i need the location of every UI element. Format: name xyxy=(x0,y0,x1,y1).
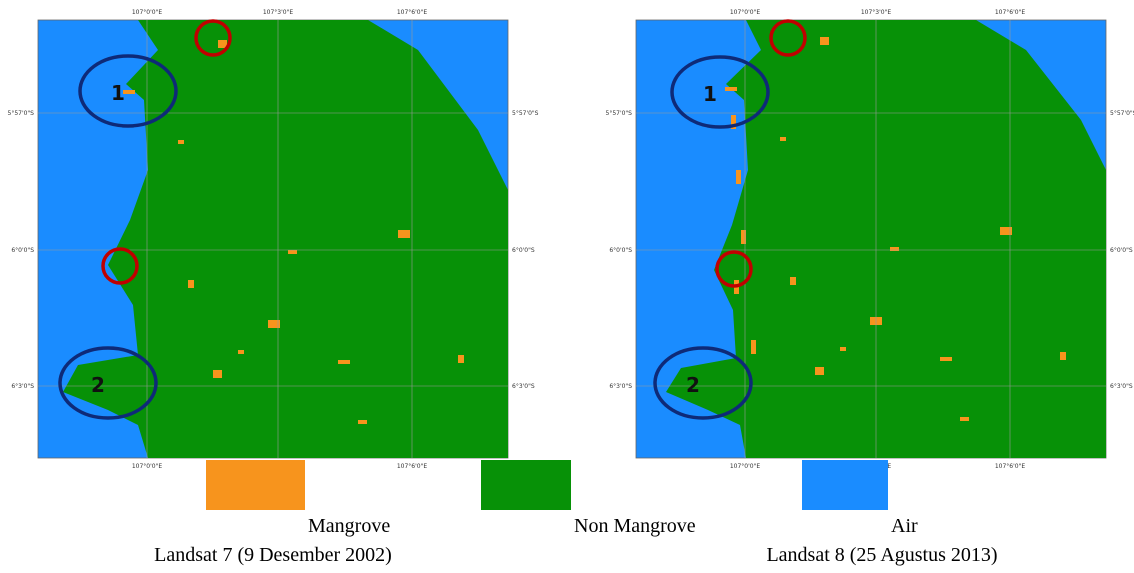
legend-swatch xyxy=(802,460,888,510)
mangrove-patch xyxy=(358,420,367,424)
mangrove-patch xyxy=(815,367,824,375)
mangrove-patch xyxy=(1060,352,1066,360)
mangrove-patch xyxy=(238,350,244,354)
lat-label: 6°3'0"S xyxy=(512,383,535,390)
mangrove-patch xyxy=(820,37,829,45)
mangrove-patch xyxy=(736,170,741,184)
area-label: 1 xyxy=(703,82,717,106)
lon-label: 107°6'0"E xyxy=(995,463,1025,470)
mangrove-patch xyxy=(940,357,952,361)
lat-label: 6°3'0"S xyxy=(11,383,34,390)
lat-label: 6°0'0"S xyxy=(609,247,632,254)
mangrove-patch xyxy=(840,347,846,351)
lat-label: 5°57'0"S xyxy=(512,110,539,117)
mangrove-patch xyxy=(960,417,969,421)
caption: Landsat 8 (25 Agustus 2013) xyxy=(766,544,997,566)
mangrove-patch xyxy=(780,137,786,141)
area-label: 1 xyxy=(111,81,125,105)
lat-label: 6°0'0"S xyxy=(512,247,535,254)
mangrove-patch xyxy=(398,230,410,238)
lon-label: 107°0'0"E xyxy=(730,463,760,470)
area-label: 2 xyxy=(686,373,700,397)
area-label: 2 xyxy=(91,373,105,397)
mangrove-patch xyxy=(751,340,756,354)
legend-swatch xyxy=(206,460,305,510)
mangrove-patch xyxy=(890,247,899,251)
lat-label: 5°57'0"S xyxy=(1110,110,1134,117)
mangrove-patch xyxy=(188,280,194,288)
lon-label: 107°3'0"E xyxy=(861,9,891,16)
lon-label: 107°3'0"E xyxy=(263,9,293,16)
mangrove-patch xyxy=(288,250,297,254)
land xyxy=(63,20,508,458)
map: 107°0'0"E 107°3'0"E 107°6'0"E 107°0'0"E 107°… xyxy=(8,9,539,470)
lat-label: 5°57'0"S xyxy=(606,110,633,117)
mangrove-patch xyxy=(790,277,796,285)
lat-label: 6°0'0"S xyxy=(1110,247,1133,254)
mangrove-patch xyxy=(338,360,350,364)
mangrove-patch xyxy=(458,355,464,363)
legend-swatch xyxy=(481,460,571,510)
mangrove-patch xyxy=(178,140,184,144)
lon-label: 107°0'0"E xyxy=(132,9,162,16)
mangrove-patch xyxy=(725,87,737,91)
land xyxy=(666,20,1106,458)
lon-label: 107°0'0"E xyxy=(132,463,162,470)
legend-label: Mangrove xyxy=(308,515,390,537)
lon-label: 107°6'0"E xyxy=(995,9,1025,16)
lat-label: 6°3'0"S xyxy=(1110,383,1133,390)
lat-label: 6°0'0"S xyxy=(11,247,34,254)
lon-label: 107°6'0"E xyxy=(397,9,427,16)
lat-label: 6°3'0"S xyxy=(609,383,632,390)
figure: 107°0'0"E 107°3'0"E 107°6'0"E 107°0'0"E 107°… xyxy=(0,0,1134,573)
lon-label: 107°0'0"E xyxy=(730,9,760,16)
caption: Landsat 7 (9 Desember 2002) xyxy=(154,544,392,566)
mangrove-patch xyxy=(213,370,222,378)
legend-label: Air xyxy=(891,515,918,537)
lon-label: 107°6'0"E xyxy=(397,463,427,470)
map: 107°0'0"E 107°3'0"E 107°6'0"E 107°0'0"E 107°… xyxy=(606,9,1134,470)
legend-label: Non Mangrove xyxy=(574,515,696,537)
lat-label: 5°57'0"S xyxy=(8,110,35,117)
